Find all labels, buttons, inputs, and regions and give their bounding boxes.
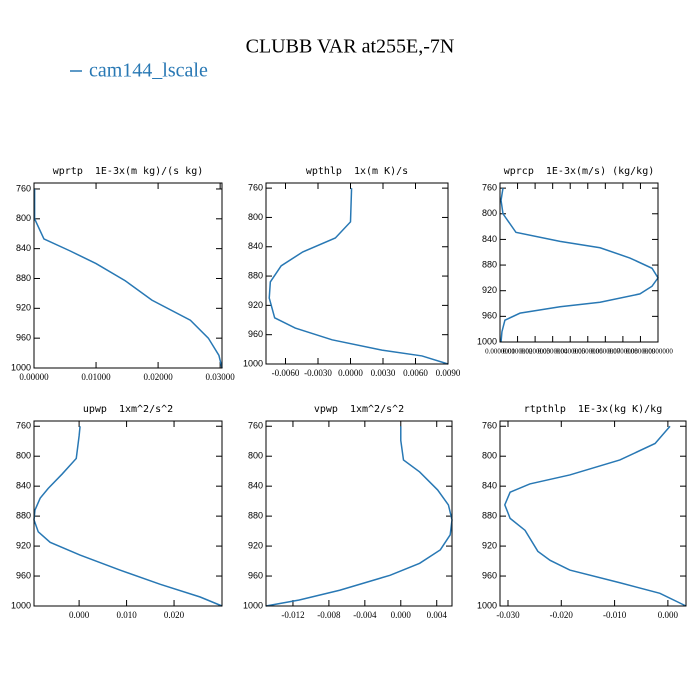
panel-title: wprtp 1E-3x(m kg)/(s kg)	[53, 166, 204, 177]
x-tick-label: 0.0200000	[520, 348, 550, 356]
plot-frame	[499, 182, 659, 343]
y-tick-label: 920	[482, 285, 497, 295]
x-tick-label: -0.012	[281, 610, 304, 620]
y-tick-label: 840	[482, 481, 497, 491]
x-tick-label: 0.00000	[19, 372, 49, 382]
plot-frame	[499, 420, 687, 607]
y-tick-label: 960	[16, 570, 31, 580]
x-tick-label: 0.0300000	[538, 348, 568, 356]
panel-title: wpthlp 1x(m K)/s	[306, 166, 408, 177]
y-tick-label: 1000	[11, 600, 31, 610]
y-tick-label: 760	[248, 183, 263, 193]
y-tick-label: 960	[482, 311, 497, 321]
y-tick-label: 760	[482, 183, 497, 193]
x-tick-label: 0.0400000	[555, 348, 585, 356]
y-tick-label: 880	[248, 270, 263, 280]
y-tick-label: 840	[248, 481, 263, 491]
y-tick-label: 800	[16, 451, 31, 461]
figure-title: CLUBB VAR at255E,-7N	[246, 36, 455, 58]
profile-line	[268, 188, 449, 365]
y-tick-label: 760	[16, 421, 31, 431]
panel-title: vpwp 1xm^2/s^2	[314, 404, 404, 415]
y-tick-label: 760	[16, 183, 31, 193]
x-tick-label: -0.030	[496, 610, 520, 620]
y-tick-label: 960	[482, 570, 497, 580]
x-tick-label: 0.0090	[436, 368, 461, 378]
y-tick-label: 840	[482, 234, 497, 244]
x-tick-label: 0.010	[116, 610, 137, 620]
plot-frame	[265, 420, 453, 607]
y-tick-label: 800	[482, 208, 497, 218]
x-tick-label: 0.000	[69, 610, 90, 620]
y-tick-label: 1000	[477, 336, 497, 346]
x-tick-label: -0.0030	[304, 368, 332, 378]
y-tick-label: 880	[248, 510, 263, 520]
x-tick-label: 0.0030	[371, 368, 396, 378]
profile-line	[33, 188, 223, 369]
y-tick-label: 800	[16, 213, 31, 223]
y-tick-label: 760	[248, 421, 263, 431]
y-tick-label: 840	[248, 241, 263, 251]
y-tick-label: 920	[248, 540, 263, 550]
x-tick-label: 0.0000	[338, 368, 363, 378]
y-tick-label: 800	[248, 451, 263, 461]
y-tick-label: 1000	[11, 362, 31, 372]
y-tick-label: 1000	[243, 358, 263, 368]
profile-line	[265, 426, 453, 607]
x-tick-label: 0.0500000	[573, 348, 603, 356]
y-tick-label: 880	[16, 273, 31, 283]
x-tick-label: 0.000	[391, 610, 412, 620]
panel-title: wprcp 1E-3x(m/s) (kg/kg)	[504, 166, 655, 177]
y-tick-label: 960	[16, 333, 31, 343]
x-tick-label: -0.010	[603, 610, 627, 620]
x-tick-label: 0.0000000	[485, 348, 515, 356]
y-tick-label: 880	[16, 510, 31, 520]
x-tick-label: 0.03000	[206, 372, 236, 382]
y-tick-label: 920	[16, 540, 31, 550]
y-tick-label: 1000	[477, 600, 497, 610]
x-tick-label: -0.0060	[272, 368, 300, 378]
x-tick-label: 0.0800000	[626, 348, 656, 356]
x-tick-label: 0.020	[164, 610, 185, 620]
y-tick-label: 840	[16, 481, 31, 491]
x-tick-label: -0.004	[353, 610, 377, 620]
plot-frame	[33, 182, 223, 369]
y-tick-label: 880	[482, 259, 497, 269]
x-tick-label: 0.000	[658, 610, 679, 620]
y-tick-label: 1000	[243, 600, 263, 610]
panel-title: rtpthlp 1E-3x(kg K)/kg	[524, 404, 662, 415]
x-tick-label: 0.01000	[81, 372, 111, 382]
x-tick-label: 0.0100000	[503, 348, 533, 356]
y-tick-label: 920	[16, 303, 31, 313]
plot-frame	[33, 420, 223, 607]
x-tick-label: 0.004	[427, 610, 448, 620]
y-tick-label: 920	[482, 540, 497, 550]
x-tick-label: -0.008	[317, 610, 341, 620]
y-tick-label: 880	[482, 510, 497, 520]
x-tick-label: 0.0700000	[608, 348, 638, 356]
y-tick-label: 800	[482, 451, 497, 461]
y-tick-label: 760	[482, 421, 497, 431]
x-tick-label: 0.0600000	[590, 348, 620, 356]
x-tick-label: 0.0900000	[643, 348, 673, 356]
y-tick-label: 960	[248, 570, 263, 580]
panel-title: upwp 1xm^2/s^2	[83, 404, 173, 415]
legend-label: cam144_lscale	[89, 60, 208, 82]
x-tick-label: -0.020	[550, 610, 574, 620]
profile-line	[503, 425, 687, 607]
x-tick-label: 0.0060	[403, 368, 428, 378]
y-tick-label: 960	[248, 329, 263, 339]
plot-frame	[265, 182, 449, 365]
y-tick-label: 840	[16, 243, 31, 253]
x-tick-label: 0.02000	[143, 372, 173, 382]
y-tick-label: 800	[248, 212, 263, 222]
y-tick-label: 920	[248, 300, 263, 310]
